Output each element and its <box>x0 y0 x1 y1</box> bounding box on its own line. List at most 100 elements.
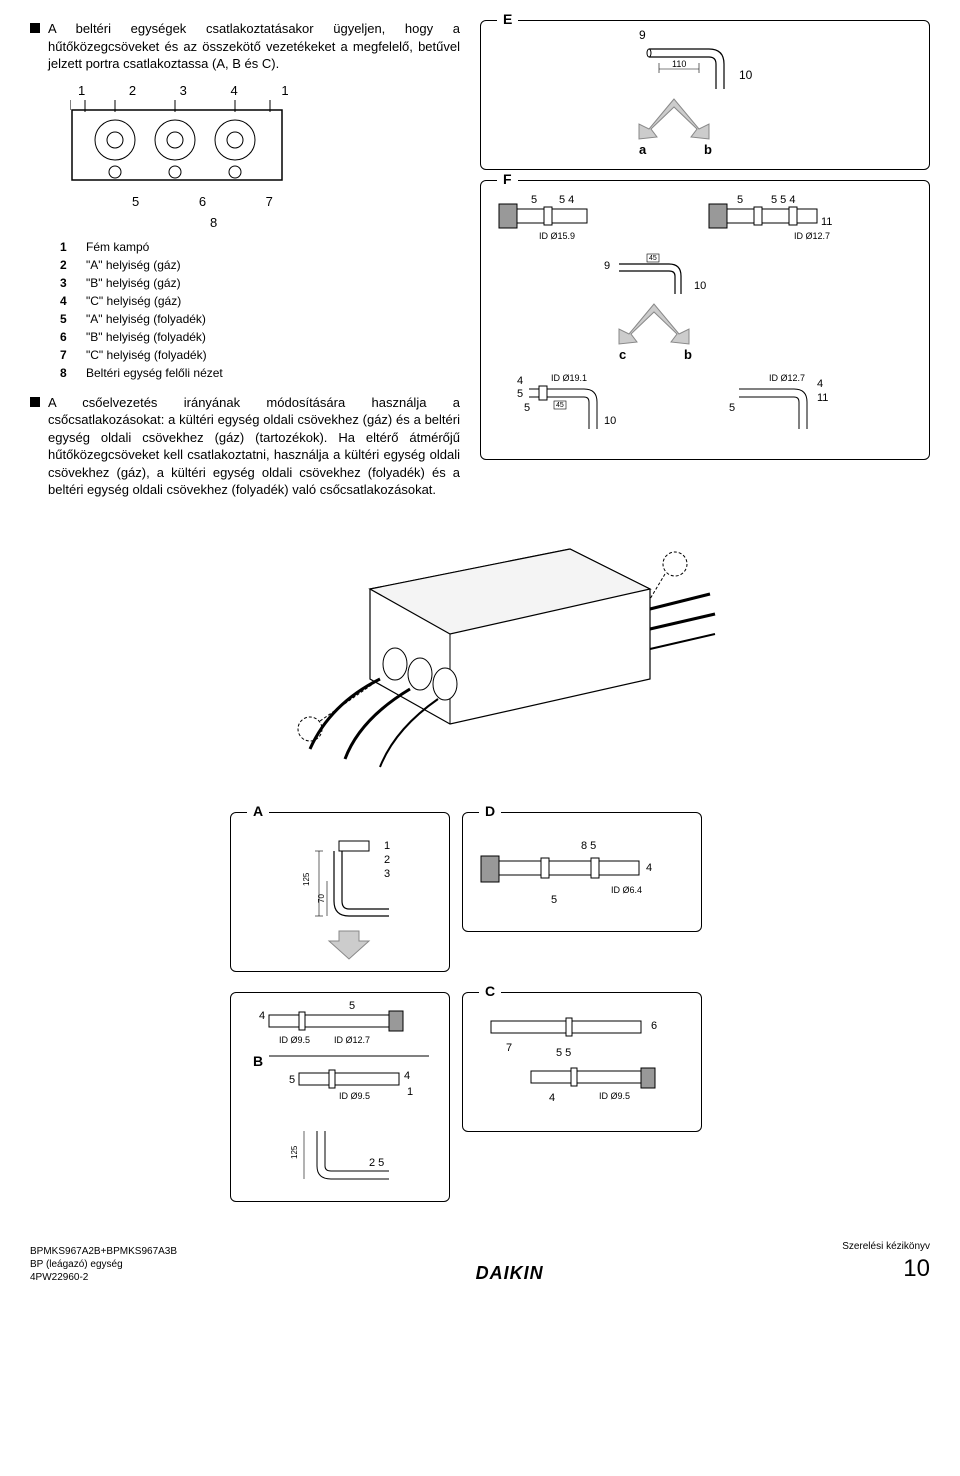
svg-text:5 5: 5 5 <box>556 1047 571 1059</box>
svg-text:5: 5 <box>551 894 557 906</box>
intro-text: A beltéri egységek csatlakoztatásakor üg… <box>48 20 460 73</box>
svg-text:45: 45 <box>556 402 564 409</box>
legend-txt: "A" helyiség (gáz) <box>86 258 181 272</box>
svg-text:1: 1 <box>384 840 390 852</box>
legend-txt: "C" helyiség (folyadék) <box>86 348 207 362</box>
footer-model: BPMKS967A2B+BPMKS967A3B <box>30 1245 177 1258</box>
svg-text:5: 5 <box>531 194 537 206</box>
legend-txt: "C" helyiség (gáz) <box>86 294 181 308</box>
manifold-figure: 1 2 3 4 1 <box>70 83 460 230</box>
legend-txt: Beltéri egység felőli nézet <box>86 366 223 380</box>
footer-sub: BP (leágazó) egység <box>30 1258 177 1271</box>
second-block: A csőelvezetés irányának módosítására ha… <box>30 394 460 499</box>
footer-code: 4PW22960-2 <box>30 1271 177 1284</box>
panel-a: A 1 2 3 125 70 <box>230 812 450 972</box>
panel-d: D 8 5 4 ID Ø6.4 5 <box>462 812 702 932</box>
panel-f-svg: 5 5 4 ID Ø15.9 5 5 5 4 ID Ø12.7 11 9 10 … <box>489 189 921 449</box>
panel-b: B 5 4 ID Ø9.5 ID Ø12.7 5 4 ID Ø9.5 1 125… <box>230 992 450 1202</box>
legend-num: 4 <box>60 294 86 308</box>
panel-e-svg: 110 9 10 a b <box>489 29 921 159</box>
footer-brand: DAIKIN <box>476 1263 544 1284</box>
svg-text:110: 110 <box>672 59 686 69</box>
svg-text:4: 4 <box>259 1010 265 1022</box>
svg-text:ID Ø19.1: ID Ø19.1 <box>551 373 587 383</box>
svg-text:4: 4 <box>404 1070 410 1082</box>
intro-block: A beltéri egységek csatlakoztatásakor üg… <box>30 20 460 73</box>
svg-text:6: 6 <box>651 1020 657 1032</box>
panel-f-tag: F <box>497 171 518 187</box>
svg-text:ID Ø12.7: ID Ø12.7 <box>334 1035 370 1045</box>
manifold-mid-nums: 5 6 7 <box>132 194 460 209</box>
panel-e: E 110 9 10 a b <box>480 20 930 170</box>
bp-unit-iso <box>170 529 930 792</box>
svg-text:9: 9 <box>604 260 610 272</box>
svg-text:5: 5 <box>517 388 523 400</box>
svg-text:45: 45 <box>649 255 657 262</box>
panel-b-svg: 5 4 ID Ø9.5 ID Ø12.7 5 4 ID Ø9.5 1 125 2… <box>239 1001 439 1196</box>
svg-text:5: 5 <box>729 402 735 414</box>
svg-text:5 4: 5 4 <box>559 194 574 206</box>
legend-txt: "B" helyiség (gáz) <box>86 276 181 290</box>
svg-text:9: 9 <box>639 29 646 42</box>
svg-text:8 5: 8 5 <box>581 840 596 852</box>
panel-c: C 6 7 5 5 ID Ø9.5 4 <box>462 992 702 1132</box>
svg-text:ID Ø9.5: ID Ø9.5 <box>339 1091 370 1101</box>
svg-text:70: 70 <box>317 893 326 902</box>
bullet-icon <box>30 23 40 33</box>
svg-text:2: 2 <box>384 854 390 866</box>
svg-text:11: 11 <box>817 392 828 404</box>
svg-text:10: 10 <box>739 68 753 82</box>
svg-text:4: 4 <box>646 862 652 874</box>
footer: BPMKS967A2B+BPMKS967A3B BP (leágazó) egy… <box>30 1240 930 1284</box>
svg-text:125: 125 <box>302 872 311 886</box>
svg-text:5: 5 <box>524 402 530 414</box>
footer-page: 10 <box>842 1253 930 1284</box>
svg-text:ID Ø12.7: ID Ø12.7 <box>794 231 830 241</box>
svg-text:c: c <box>619 347 626 362</box>
svg-text:ID Ø12.7: ID Ø12.7 <box>769 373 805 383</box>
svg-text:3: 3 <box>384 868 390 880</box>
manifold-top-nums: 1 2 3 4 1 <box>78 83 460 98</box>
svg-text:4: 4 <box>549 1092 555 1104</box>
svg-text:b: b <box>704 142 712 157</box>
panel-c-tag: C <box>479 983 501 999</box>
svg-text:5 5 4: 5 5 4 <box>771 194 795 206</box>
legend: 1Fém kampó 2"A" helyiség (gáz) 3"B" hely… <box>60 240 460 380</box>
legend-num: 8 <box>60 366 86 380</box>
svg-text:5: 5 <box>737 194 743 206</box>
panel-d-tag: D <box>479 803 501 819</box>
legend-txt: "B" helyiség (folyadék) <box>86 330 206 344</box>
svg-text:5: 5 <box>349 1001 355 1012</box>
svg-text:10: 10 <box>694 280 706 292</box>
legend-txt: Fém kampó <box>86 240 149 254</box>
svg-text:ID Ø6.4: ID Ø6.4 <box>611 885 642 895</box>
panel-a-tag: A <box>247 803 269 819</box>
panel-a-svg: 1 2 3 125 70 <box>239 821 439 961</box>
panel-f: F 5 5 4 ID Ø15.9 5 5 5 4 ID Ø12.7 11 <box>480 180 930 460</box>
manifold-eight: 8 <box>210 215 460 230</box>
legend-num: 1 <box>60 240 86 254</box>
legend-num: 2 <box>60 258 86 272</box>
legend-num: 7 <box>60 348 86 362</box>
bullet-icon <box>30 397 40 407</box>
svg-text:ID Ø9.5: ID Ø9.5 <box>599 1091 630 1101</box>
panel-c-svg: 6 7 5 5 ID Ø9.5 4 <box>471 1001 691 1121</box>
legend-num: 6 <box>60 330 86 344</box>
svg-text:4: 4 <box>517 375 523 387</box>
svg-text:b: b <box>684 347 692 362</box>
svg-text:11: 11 <box>821 216 832 228</box>
footer-title: Szerelési kézikönyv <box>842 1240 930 1253</box>
panel-d-svg: 8 5 4 ID Ø6.4 5 <box>471 821 691 921</box>
svg-text:ID Ø9.5: ID Ø9.5 <box>279 1035 310 1045</box>
legend-txt: "A" helyiség (folyadék) <box>86 312 206 326</box>
svg-text:4: 4 <box>817 378 823 390</box>
svg-text:7: 7 <box>506 1042 512 1054</box>
svg-text:10: 10 <box>604 415 616 427</box>
manifold-svg <box>70 100 290 190</box>
svg-text:a: a <box>639 142 647 157</box>
p2-text: A csőelvezetés irányának módosítására ha… <box>48 394 460 499</box>
svg-text:ID Ø15.9: ID Ø15.9 <box>539 231 575 241</box>
svg-text:125: 125 <box>290 1145 299 1159</box>
svg-text:5: 5 <box>289 1074 295 1086</box>
legend-num: 3 <box>60 276 86 290</box>
